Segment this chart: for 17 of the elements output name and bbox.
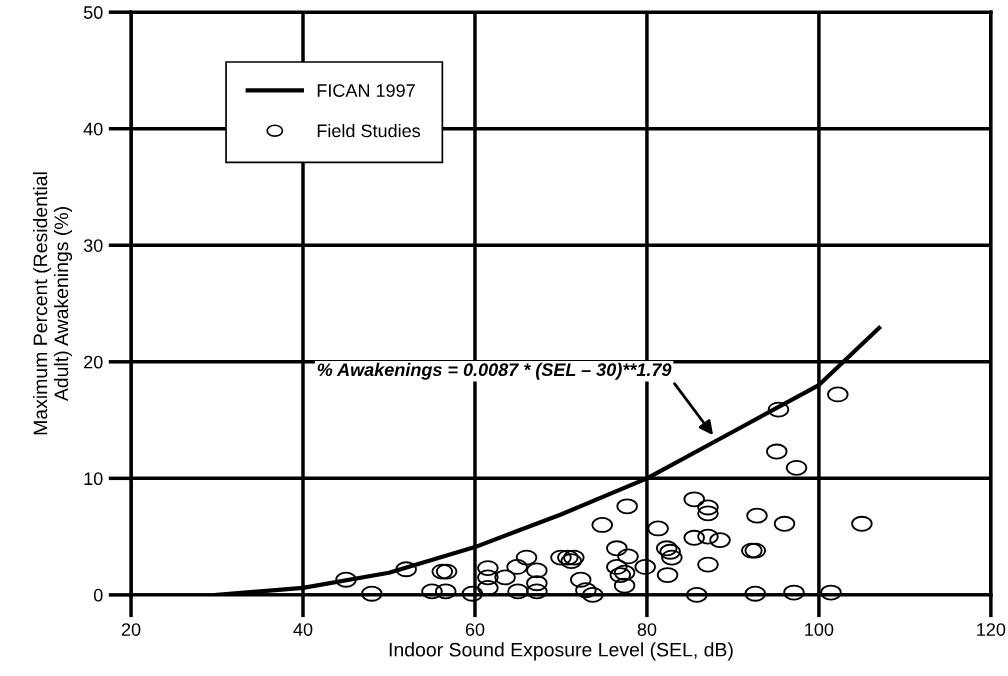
x-tick-label: 60 [465, 623, 485, 636]
y-tick-label: 40 [83, 122, 103, 136]
x-tick-label: 20 [121, 623, 141, 636]
x-tick-label: 40 [293, 623, 313, 636]
y-tick-label: 50 [83, 6, 103, 19]
annotation: % Awakenings = 0.0087 * (SEL – 30)**1.79 [317, 362, 672, 380]
legend-label: FICAN 1997 [317, 84, 415, 97]
x-tick-label: 80 [637, 623, 657, 636]
x-axis-title: Indoor Sound Exposure Level (SEL, dB) [389, 642, 733, 661]
legend-label: Field Studies [317, 123, 421, 138]
x-tick-label: 100 [805, 623, 834, 636]
y-tick-label: 30 [83, 239, 103, 252]
y-tick-label: 10 [84, 472, 103, 486]
y-axis-title: Maximum Percent (Residential Adult) Awakenings (%) [33, 172, 73, 435]
y-tick-label: 0 [93, 588, 103, 602]
y-tick-label: 20 [84, 355, 103, 369]
x-tick-label: 120 [977, 623, 1006, 636]
